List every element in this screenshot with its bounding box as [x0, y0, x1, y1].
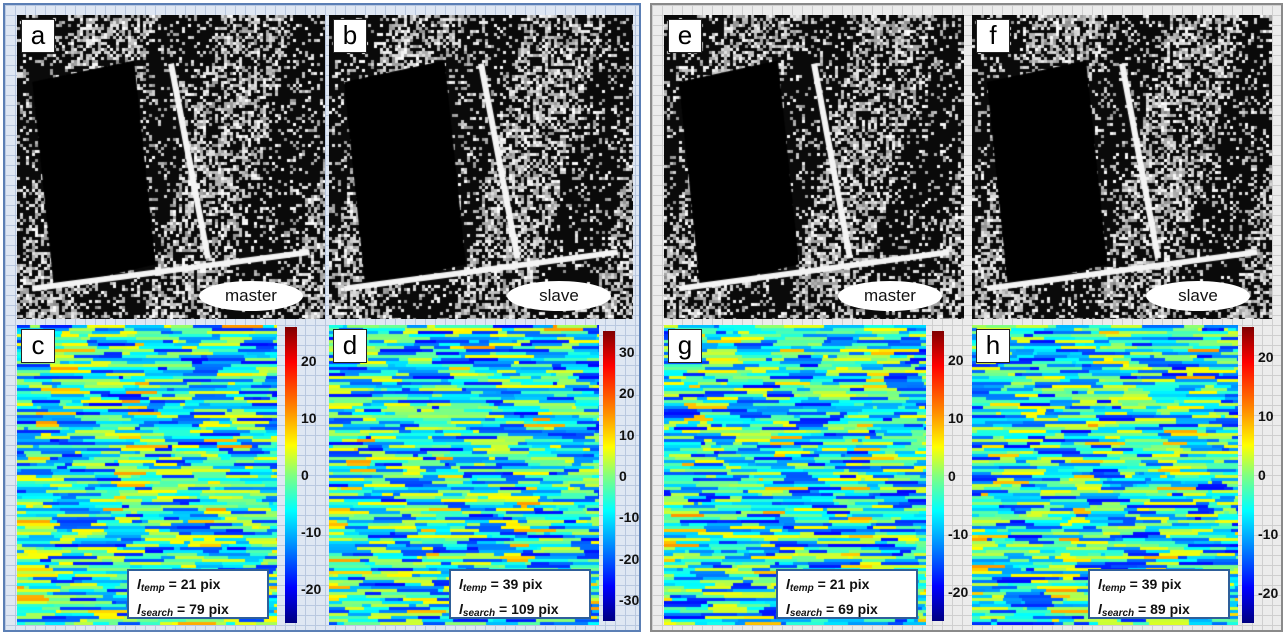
panel-c: c ltemp = 21 pix lsearch = 79 pix	[17, 325, 277, 625]
sar-image	[329, 15, 633, 319]
panel-g: g ltemp = 21 pix lsearch = 69 pix	[664, 325, 926, 625]
colorbar-tick-label: -10	[301, 523, 322, 540]
panel-letter: g	[668, 329, 702, 363]
panel-a: a master	[17, 15, 325, 319]
colorbar-tick-label: 10	[619, 426, 635, 443]
search-size: lsearch = 79 pix	[137, 601, 229, 619]
colorbar-c: 20 10 0 -10 -20	[285, 327, 325, 623]
colorbar-tick-label: 10	[948, 410, 964, 426]
colorbar-d: 30 20 10 0 -10 -20 -30	[603, 331, 639, 621]
colorbar-tick-label: 20	[948, 352, 964, 368]
sar-image	[17, 15, 325, 319]
image-label: slave	[507, 281, 611, 311]
parameter-box: ltemp = 39 pix lsearch = 89 pix	[1088, 569, 1230, 619]
panel-letter: a	[21, 19, 55, 53]
colorbar-tick-label: 20	[619, 385, 635, 402]
figure-group-left: a master b slave c ltemp = 21 pix lsearc…	[3, 3, 641, 632]
sar-image	[664, 15, 964, 319]
search-size: lsearch = 89 pix	[1098, 601, 1190, 619]
panel-h: h ltemp = 39 pix lsearch = 89 pix	[972, 325, 1238, 625]
colorbar-tick-label: -20	[1258, 585, 1279, 602]
panel-letter: b	[333, 19, 367, 53]
figure-group-right: e master f slave g ltemp = 21 pix lsearc…	[650, 3, 1283, 632]
colorbar-tick-label: 10	[301, 410, 317, 427]
colorbar-gradient	[1242, 327, 1254, 623]
search-size: lsearch = 109 pix	[459, 601, 559, 619]
colorbar-gradient	[603, 331, 615, 621]
colorbar-tick-label: -20	[948, 584, 969, 600]
colorbar-g: 20 10 0 -10 -20	[932, 331, 968, 621]
panel-b: b slave	[329, 15, 633, 319]
colorbar-tick-label: -10	[948, 526, 969, 542]
colorbar-tick-label: -10	[619, 509, 640, 526]
colorbar-tick-label: 0	[619, 468, 627, 484]
panel-d: d ltemp = 39 pix lsearch = 109 pix	[329, 325, 599, 625]
panel-letter: c	[21, 329, 55, 363]
template-size: ltemp = 21 pix	[786, 576, 870, 594]
panel-letter: f	[976, 19, 1010, 53]
parameter-box: ltemp = 21 pix lsearch = 69 pix	[776, 569, 918, 619]
template-size: ltemp = 39 pix	[459, 576, 543, 594]
panel-letter: d	[333, 329, 367, 363]
image-label: master	[838, 281, 942, 311]
colorbar-tick-label: -10	[1258, 526, 1279, 543]
colorbar-gradient	[285, 327, 297, 623]
template-size: ltemp = 39 pix	[1098, 576, 1182, 594]
image-label: slave	[1146, 281, 1250, 311]
search-size: lsearch = 69 pix	[786, 601, 878, 619]
template-size: ltemp = 21 pix	[137, 576, 221, 594]
panel-letter: h	[976, 329, 1010, 363]
panel-f: f slave	[972, 15, 1272, 319]
colorbar-tick-label: 0	[1258, 467, 1266, 483]
colorbar-tick-label: 20	[1258, 348, 1274, 365]
parameter-box: ltemp = 39 pix lsearch = 109 pix	[449, 569, 591, 619]
colorbar-tick-label: -20	[619, 550, 640, 567]
panel-e: e master	[664, 15, 964, 319]
colorbar-tick-label: 20	[301, 353, 317, 370]
colorbar-tick-label: 0	[301, 467, 309, 483]
panel-letter: e	[668, 19, 702, 53]
sar-image	[972, 15, 1272, 319]
colorbar-gradient	[932, 331, 944, 621]
colorbar-tick-label: 0	[948, 468, 956, 484]
image-label: master	[199, 281, 303, 311]
colorbar-h: 20 10 0 -10 -20	[1242, 327, 1278, 623]
colorbar-tick-label: 10	[1258, 407, 1274, 424]
colorbar-tick-label: -30	[619, 592, 640, 609]
colorbar-tick-label: -20	[301, 580, 322, 597]
colorbar-tick-label: 30	[619, 343, 635, 360]
parameter-box: ltemp = 21 pix lsearch = 79 pix	[127, 569, 269, 619]
